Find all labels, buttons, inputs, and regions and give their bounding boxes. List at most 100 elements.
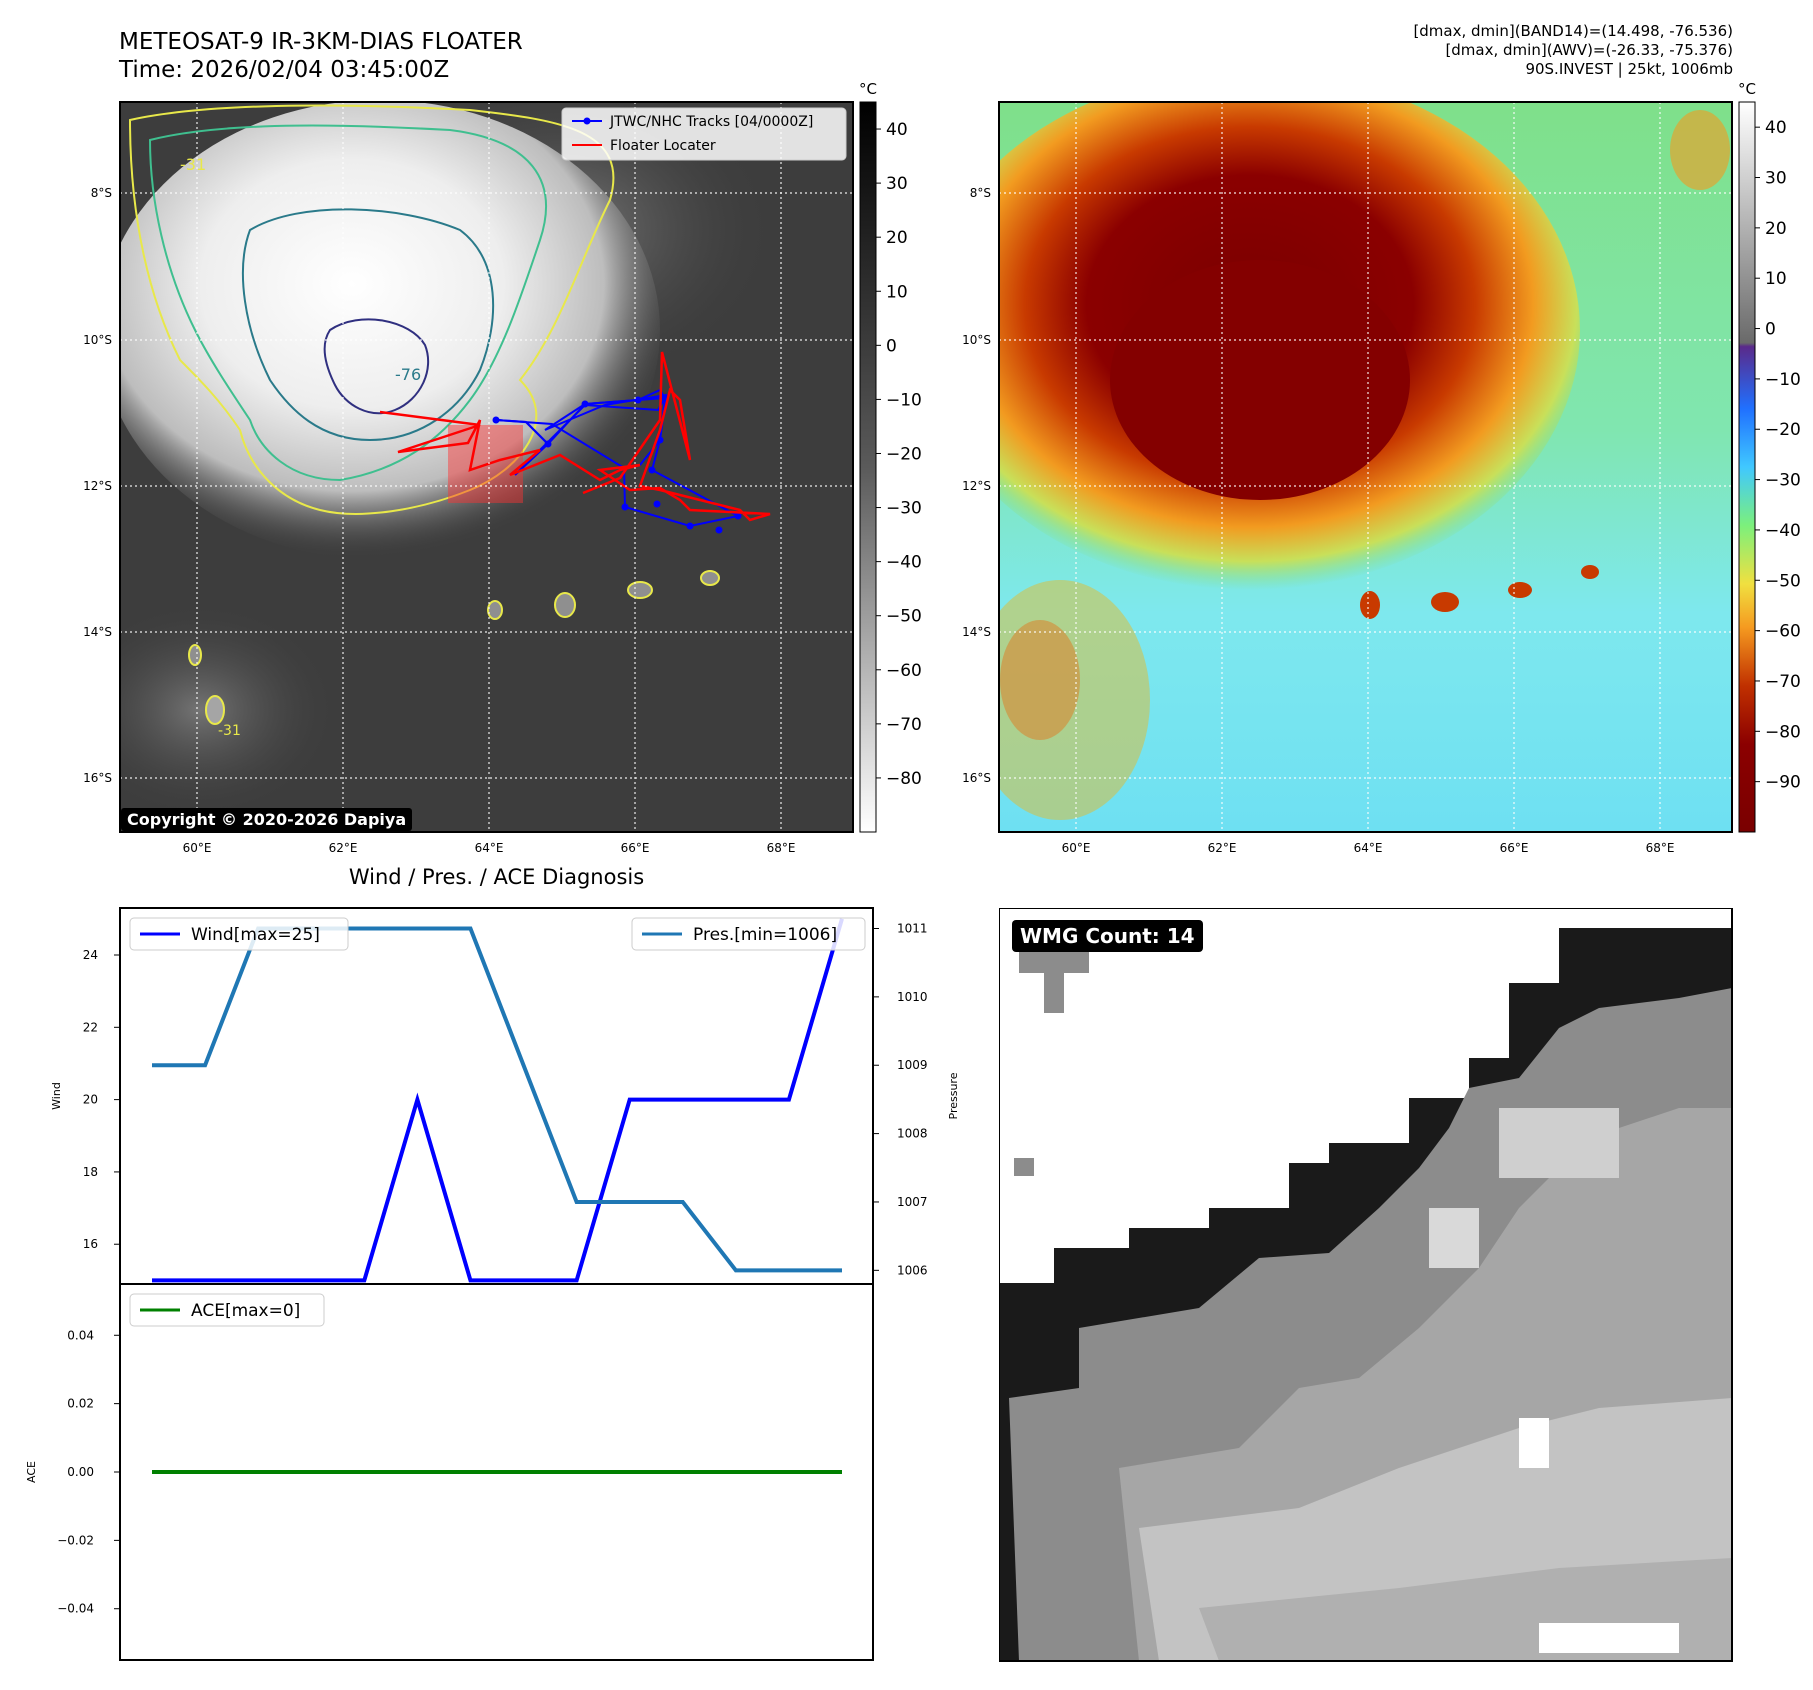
title-line-2: Time: 2026/02/04 03:45:00Z [119, 57, 450, 83]
ir-lat-labels: 8°S 10°S 12°S 14°S 16°S [83, 186, 112, 785]
lat-label: 16°S [962, 771, 991, 785]
wind-tick-label: 16 [83, 1237, 98, 1251]
colorbar-tick-label: −60 [886, 661, 922, 681]
contour-label-1: -31 [180, 155, 206, 174]
lat-label: 12°S [962, 479, 991, 493]
ir-gridlines [120, 102, 853, 832]
color-colorbar [1738, 101, 1756, 833]
lat-label: 14°S [83, 625, 112, 639]
lon-label: 60°E [183, 841, 212, 855]
colorbar-tick-label: −30 [886, 499, 922, 519]
ace-legend-label: ACE[max=0] [191, 1301, 300, 1321]
contour-core [323, 318, 430, 415]
colorbar-tick-label: 20 [1765, 219, 1787, 239]
wind-axis-label: Wind [50, 1082, 63, 1110]
colorbar-tick-label: 30 [1765, 169, 1787, 189]
pres-tick-label: 1009 [897, 1058, 928, 1072]
wind-tick-label: 18 [83, 1165, 98, 1179]
pres-legend: Pres.[min=1006] [631, 917, 866, 951]
lat-label: 10°S [962, 333, 991, 347]
lon-label: 62°E [1208, 841, 1237, 855]
ir-colorbar-ticks: 40 30 20 10 0 −10 −20 −30 −40 −50 −60 −70 −80 [876, 120, 922, 789]
colorbar-tick-label: 0 [1765, 320, 1776, 340]
ace-tick-label: 0.04 [67, 1328, 94, 1342]
legend-jtwc: JTWC/NHC Tracks [04/0000Z] [609, 114, 813, 130]
colorbar-tick-label: −10 [1765, 370, 1801, 390]
colorbar-tick-label: −30 [1765, 471, 1801, 491]
wind-tick-label: 24 [83, 948, 98, 962]
pres-tick-label: 1006 [897, 1263, 928, 1277]
color-panel: °C 403020100−10−20−30−40−50−60−70−80−90 … [962, 80, 1801, 855]
info-line-3: 90S.INVEST | 25kt, 1006mb [1525, 60, 1733, 78]
lat-label: 8°S [91, 186, 112, 200]
wmg-count-badge: WMG Count: 14 [1012, 920, 1203, 952]
colorbar-tick-label: −80 [1765, 722, 1801, 742]
ace-axis-label: ACE [25, 1461, 38, 1483]
ace-tick-label: 0.00 [67, 1465, 94, 1479]
pres-tick-label: 1010 [897, 990, 928, 1004]
pressure-ticks: 1011 1010 1009 1008 1007 1006 [873, 922, 928, 1277]
lon-label: 64°E [1354, 841, 1383, 855]
colorbar-tick-label: 0 [886, 336, 897, 356]
colorbar-tick-label: −10 [886, 390, 922, 410]
pres-legend-label: Pres.[min=1006] [693, 925, 837, 945]
color-lon-labels: 60°E 62°E 64°E 66°E 68°E [1062, 841, 1675, 855]
colorbar-tick-label: −20 [886, 444, 922, 464]
ir-colorbar-unit: °C [859, 80, 877, 98]
ir-panel: -31 -76 -31 JTWC/NHC Tracks [04/0000Z] F… [83, 80, 922, 855]
ace-tick-label: −0.02 [57, 1533, 94, 1547]
colorbar-tick-label: 10 [886, 282, 908, 302]
lat-label: 10°S [83, 333, 112, 347]
colorbar-tick-label: 20 [886, 228, 908, 248]
colorbar-tick-label: −20 [1765, 420, 1801, 440]
legend-locater: Floater Locater [610, 138, 716, 154]
contour-inner [241, 208, 495, 442]
pressure-axis-label: Pressure [947, 1072, 960, 1119]
pres-tick-label: 1007 [897, 1195, 928, 1209]
wind-tick-label: 20 [83, 1093, 98, 1107]
lon-label: 64°E [475, 841, 504, 855]
copyright-label: Copyright © 2020-2026 Dapiya [121, 808, 413, 831]
wind-legend-label: Wind[max=25] [191, 925, 320, 945]
colorbar-tick-label: 30 [886, 174, 908, 194]
pres-tick-label: 1008 [897, 1127, 928, 1141]
colorbar-tick-label: −60 [1765, 622, 1801, 642]
ace-tick-label: −0.04 [57, 1602, 94, 1616]
colorbar-tick-label: 40 [1765, 118, 1787, 138]
ace-ticks: 0.04 0.02 0.00 −0.02 −0.04 [57, 1328, 120, 1616]
ace-tick-label: 0.02 [67, 1397, 94, 1411]
locater-track [379, 351, 771, 522]
colorbar-tick-label: −80 [886, 769, 922, 789]
info-line-1: [dmax, dmin](BAND14)=(14.498, -76.536) [1413, 22, 1733, 40]
ir-lon-labels: 60°E 62°E 64°E 66°E 68°E [183, 841, 796, 855]
colorbar-tick-label: −50 [886, 607, 922, 627]
colorbar-tick-label: −40 [1765, 521, 1801, 541]
colorbar-tick-label: −70 [1765, 672, 1801, 692]
cloud-mass [120, 102, 660, 560]
diagnosis-chart: 24 22 20 18 16 1011 1010 1009 1008 1007 1006 0.04… [25, 907, 960, 1661]
wind-series [152, 918, 844, 1283]
color-colorbar-ticks: 40 30 20 10 0 −10 −20 −30 −40 −50 −60 −70 −80 −90 [1755, 118, 1801, 793]
lat-label: 16°S [83, 771, 112, 785]
ace-legend: ACE[max=0] [129, 1293, 325, 1327]
contour-label-2: -76 [395, 365, 421, 384]
lon-label: 66°E [1500, 841, 1529, 855]
wind-tick-label: 22 [83, 1020, 98, 1034]
colorbar-tick-label: −90 [1765, 773, 1801, 793]
color-colorbar-unit: °C [1738, 80, 1756, 98]
colorbar-tick-label: −70 [886, 715, 922, 735]
color-gridlines [999, 102, 1732, 832]
wind-legend: Wind[max=25] [129, 917, 349, 951]
lat-label: 12°S [83, 479, 112, 493]
wmg-frame [999, 908, 1733, 1662]
wmg-panel [999, 908, 1733, 1662]
ir-legend: JTWC/NHC Tracks [04/0000Z] Floater Locat… [561, 107, 847, 161]
color-lat-labels: 8°S 10°S 12°S 14°S 16°S [962, 186, 991, 785]
info-block: [dmax, dmin](BAND14)=(14.498, -76.536) [… [1413, 22, 1733, 79]
info-line-2: [dmax, dmin](AWV)=(-26.33, -75.376) [1445, 41, 1733, 59]
lat-label: 14°S [962, 625, 991, 639]
color-frame [998, 101, 1733, 833]
figure-title: METEOSAT-9 IR-3KM-DIAS FLOATER Time: 202… [119, 28, 523, 84]
ir-frame [119, 101, 854, 833]
pres-tick-label: 1011 [897, 922, 928, 936]
